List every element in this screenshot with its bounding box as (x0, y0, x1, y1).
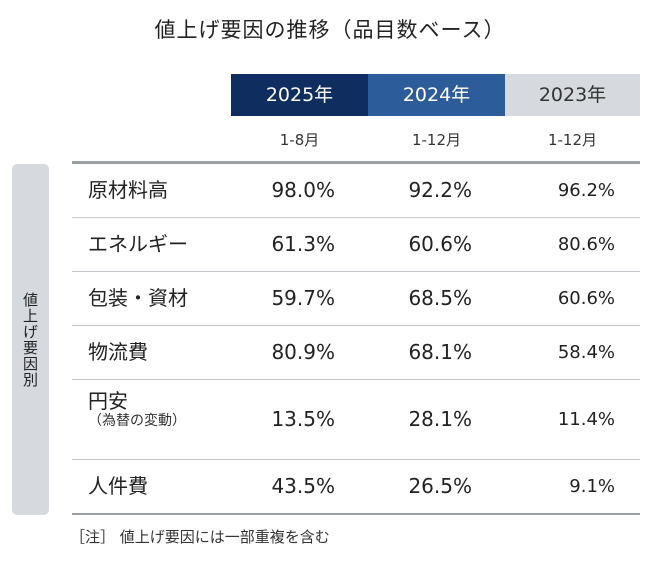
cell-value: 98.0% (271, 178, 335, 202)
cell-value: 60.6% (557, 288, 615, 309)
row-label: エネルギー (88, 232, 188, 256)
row-divider (72, 379, 640, 380)
row-label: 包装・資材 (88, 286, 188, 310)
cell-value: 68.1% (408, 340, 472, 364)
column-period-2024: 1-12月 (411, 131, 462, 149)
table-top-rule (72, 161, 640, 164)
cell-value: 11.4% (557, 409, 615, 430)
row-label-sub: （為替の変動） (88, 413, 186, 429)
column-header-2025: 2025年 (231, 74, 368, 116)
cell-value: 80.6% (557, 234, 615, 255)
table-row: 人件費 43.5% 26.5% 9.1% (72, 460, 640, 515)
side-label-band (12, 164, 49, 515)
column-period-2023: 1-12月 (547, 131, 598, 149)
cell-value: 80.9% (271, 340, 335, 364)
row-label: 物流費 (88, 340, 148, 364)
table-bottom-rule (72, 513, 640, 515)
chart-title: 値上げ要因の推移（品目数ベース） (154, 18, 506, 42)
cell-value: 43.5% (271, 474, 335, 498)
cell-value: 9.1% (569, 476, 615, 497)
table-row: 原材料高 98.0% 92.2% 96.2% (72, 164, 640, 218)
cell-value: 61.3% (271, 232, 335, 256)
row-divider (72, 459, 640, 460)
row-label: 原材料高 (88, 178, 168, 202)
cell-value: 28.1% (408, 407, 472, 431)
table-row: エネルギー 61.3% 60.6% 80.6% (72, 218, 640, 272)
column-header-2023: 2023年 (505, 74, 640, 116)
row-divider (72, 217, 640, 218)
table-row: 円安 （為替の変動） 13.5% 28.1% 11.4% (72, 380, 640, 460)
row-divider (72, 271, 640, 272)
cell-value: 60.6% (408, 232, 472, 256)
column-header-2024: 2024年 (368, 74, 505, 116)
cell-value: 58.4% (557, 342, 615, 363)
row-label: 人件費 (88, 474, 148, 498)
row-divider (72, 325, 640, 326)
row-label: 円安 （為替の変動） (88, 390, 186, 443)
cell-value: 13.5% (271, 407, 335, 431)
footnote: ［注］ 値上げ要因には一部重複を含む (70, 528, 330, 546)
cell-value: 96.2% (557, 180, 615, 201)
row-label-main: 円安 (88, 389, 128, 413)
cell-value: 92.2% (408, 178, 472, 202)
cell-value: 26.5% (408, 474, 472, 498)
cell-value: 68.5% (408, 286, 472, 310)
side-label: 値上げ要因別 (21, 291, 39, 388)
table-row: 物流費 80.9% 68.1% 58.4% (72, 326, 640, 380)
cell-value: 59.7% (271, 286, 335, 310)
column-period-2025: 1-8月 (279, 131, 320, 149)
table-row: 包装・資材 59.7% 68.5% 60.6% (72, 272, 640, 326)
